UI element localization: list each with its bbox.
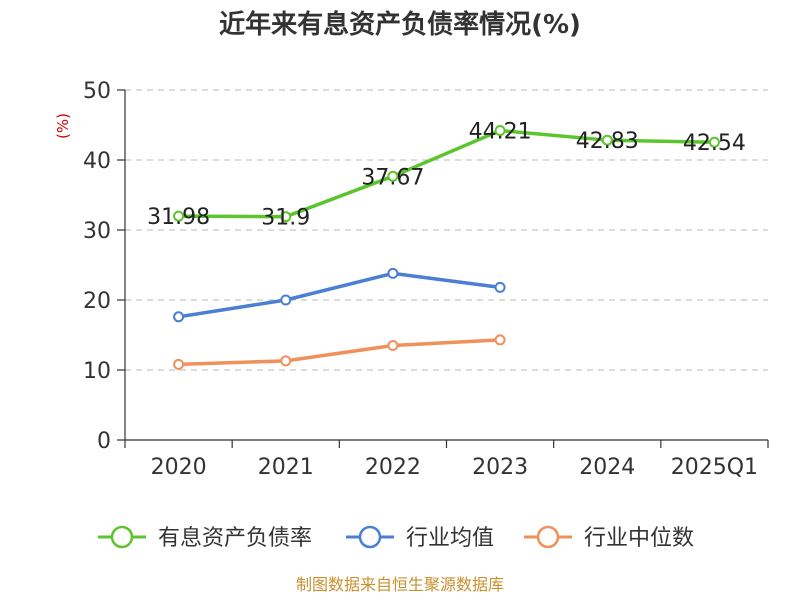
series-3 (173, 334, 506, 370)
series-line (176, 128, 717, 219)
y-tick-label: 30 (83, 219, 111, 244)
legend-label: 行业均值 (406, 526, 494, 551)
legend-item-1: 有息资产负债率 (98, 525, 312, 551)
data-label: 42.83 (576, 129, 639, 154)
series-layer: 31.98 31.9 37.67 44.21 42.83 42.54 (147, 120, 746, 370)
data-label: 42.54 (683, 131, 746, 156)
x-tick-label: 2023 (472, 455, 528, 480)
axes: 0 10 20 30 40 50 2020 2021 2022 2023 2024 2025Q1 (83, 79, 769, 480)
series-line (176, 338, 502, 367)
x-tick-label: 2020 (151, 455, 207, 480)
source-note: 制图数据来自恒生聚源数据库 (296, 575, 504, 594)
data-point (173, 358, 185, 370)
y-axis-unit: (%) (54, 113, 72, 139)
data-point (708, 136, 720, 148)
y-tick-label: 40 (83, 149, 111, 174)
data-label: 37.67 (361, 165, 424, 190)
y-tick-label: 10 (83, 359, 111, 384)
data-point (387, 170, 399, 182)
chart-title: 近年来有息资产负债率情况(%) (219, 9, 581, 40)
data-point (173, 311, 185, 323)
data-label: 31.9 (261, 206, 310, 231)
series-1: 31.98 31.9 37.67 44.21 42.83 42.54 (147, 120, 746, 231)
series-line (176, 271, 502, 319)
legend-item-2: 行业均值 (346, 525, 494, 551)
legend-marker (358, 525, 382, 549)
y-tick-label: 50 (83, 79, 111, 104)
legend-label: 有息资产负债率 (158, 526, 312, 551)
x-tick-label: 2022 (365, 455, 421, 480)
grid-lines (125, 89, 768, 371)
data-point (173, 210, 185, 222)
y-tick-label: 0 (97, 429, 111, 454)
legend: 有息资产负债率 行业均值 行业中位数 (98, 525, 694, 551)
x-tick-label: 2024 (579, 455, 635, 480)
data-label: 44.21 (469, 120, 532, 145)
data-point (280, 211, 292, 223)
data-point (494, 125, 506, 137)
y-tick-label: 20 (83, 289, 111, 314)
legend-marker (536, 525, 560, 549)
data-point (601, 134, 613, 146)
data-point (280, 294, 292, 306)
data-point (387, 340, 399, 351)
data-point (494, 334, 506, 346)
legend-marker (110, 525, 134, 549)
legend-item-3: 行业中位数 (524, 525, 694, 551)
x-tick-label: 2025Q1 (671, 455, 758, 480)
data-point (494, 281, 506, 293)
legend-label: 行业中位数 (584, 526, 694, 551)
data-label: 31.98 (147, 205, 210, 230)
x-tick-label: 2021 (258, 455, 314, 480)
series-2 (173, 267, 506, 323)
data-point (387, 267, 399, 279)
data-point (280, 355, 292, 367)
